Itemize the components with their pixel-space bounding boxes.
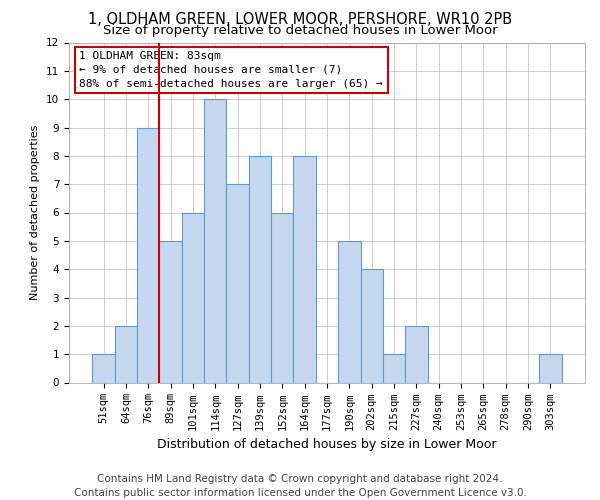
Bar (226, 184, 249, 382)
Bar (182, 212, 204, 382)
Bar (293, 156, 316, 382)
Bar (405, 326, 428, 382)
Text: 1 OLDHAM GREEN: 83sqm
← 9% of detached houses are smaller (7)
88% of semi-detach: 1 OLDHAM GREEN: 83sqm ← 9% of detached h… (79, 51, 383, 89)
Bar (137, 128, 160, 382)
Text: Contains HM Land Registry data © Crown copyright and database right 2024.
Contai: Contains HM Land Registry data © Crown c… (74, 474, 526, 498)
Bar (383, 354, 405, 382)
Bar (361, 269, 383, 382)
Text: Size of property relative to detached houses in Lower Moor: Size of property relative to detached ho… (103, 24, 497, 37)
X-axis label: Distribution of detached houses by size in Lower Moor: Distribution of detached houses by size … (157, 438, 497, 451)
Bar (539, 354, 562, 382)
Bar (204, 99, 226, 382)
Bar (115, 326, 137, 382)
Bar (338, 241, 361, 382)
Text: 1, OLDHAM GREEN, LOWER MOOR, PERSHORE, WR10 2PB: 1, OLDHAM GREEN, LOWER MOOR, PERSHORE, W… (88, 12, 512, 28)
Bar (271, 212, 293, 382)
Bar (160, 241, 182, 382)
Y-axis label: Number of detached properties: Number of detached properties (31, 125, 40, 300)
Bar (92, 354, 115, 382)
Bar (249, 156, 271, 382)
